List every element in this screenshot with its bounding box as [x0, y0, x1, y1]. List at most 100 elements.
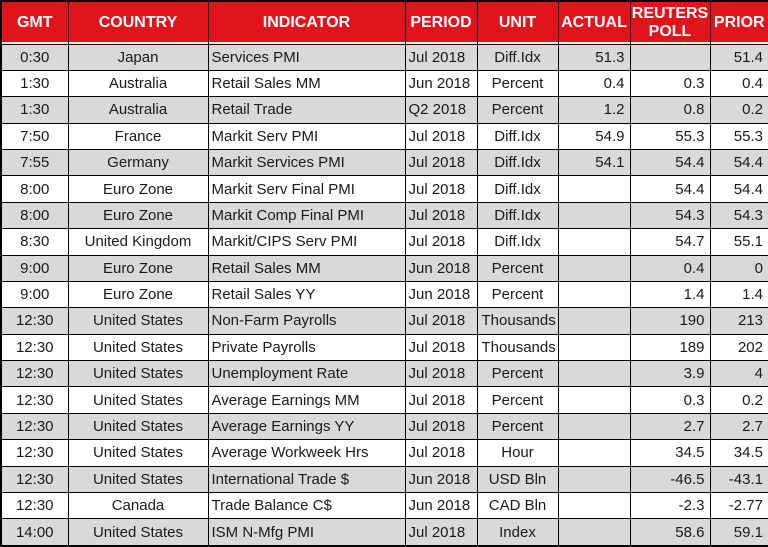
- cell-unit: Percent: [476, 96, 559, 124]
- table-row: 9:00 Euro Zone Retail Sales YY Jun 2018 Perc…: [0, 280, 768, 309]
- cell-gmt: 12:30: [0, 359, 69, 388]
- cell-indicator: Non-Farm Payrolls: [207, 307, 406, 335]
- table-row: 12:30 United States Average Workweek Hrs Ju…: [0, 439, 768, 467]
- cell-prior: 4: [709, 359, 768, 388]
- cell-actual: [557, 280, 631, 309]
- cell-unit: Diff.Idx: [476, 228, 559, 256]
- cell-gmt: 12:30: [0, 439, 69, 467]
- table-row: 9:00 Euro Zone Retail Sales MM Jun 2018 Perc…: [0, 254, 768, 282]
- column-header-gmt: GMT: [0, 0, 69, 45]
- cell-unit: USD Bln: [476, 465, 559, 493]
- cell-period: Jul 2018: [404, 122, 478, 151]
- cell-period: Jul 2018: [404, 333, 478, 362]
- cell-actual: [557, 491, 631, 520]
- cell-reuters-poll: 0.4: [629, 254, 711, 282]
- cell-unit: CAD Bln: [476, 491, 559, 520]
- cell-unit: Index: [476, 518, 559, 547]
- cell-country: Canada: [67, 491, 209, 520]
- cell-prior: -2.77: [709, 491, 768, 520]
- cell-gmt: 12:30: [0, 386, 69, 414]
- table-row: 12:30 United States Average Earnings MM Jul…: [0, 386, 768, 414]
- cell-actual: [557, 333, 631, 362]
- cell-country: United States: [67, 386, 209, 414]
- cell-country: Euro Zone: [67, 254, 209, 282]
- cell-indicator: Retail Sales YY: [207, 280, 406, 309]
- cell-gmt: 12:30: [0, 491, 69, 520]
- cell-country: Japan: [67, 43, 209, 71]
- cell-period: Jun 2018: [404, 491, 478, 520]
- cell-gmt: 1:30: [0, 96, 69, 124]
- cell-gmt: 9:00: [0, 254, 69, 282]
- cell-gmt: 1:30: [0, 69, 69, 98]
- cell-reuters-poll: 189: [629, 333, 711, 362]
- cell-country: Germany: [67, 148, 209, 177]
- cell-unit: Percent: [476, 280, 559, 309]
- cell-indicator: Markit/CIPS Serv PMI: [207, 228, 406, 256]
- cell-actual: 1.2: [557, 96, 631, 124]
- table-header: GMT COUNTRY INDICATOR PERIOD UNIT ACTUAL REUTE…: [0, 0, 768, 45]
- cell-prior: 0.2: [709, 386, 768, 414]
- cell-period: Jul 2018: [404, 148, 478, 177]
- cell-prior: 59.1: [709, 518, 768, 547]
- cell-indicator: Services PMI: [207, 43, 406, 71]
- cell-prior: 0: [709, 254, 768, 282]
- column-header-reuters-poll: REUTERS POLL: [629, 0, 711, 45]
- cell-indicator: Average Workweek Hrs: [207, 439, 406, 467]
- cell-indicator: Average Earnings YY: [207, 412, 406, 441]
- cell-indicator: Trade Balance C$: [207, 491, 406, 520]
- cell-gmt: 12:30: [0, 333, 69, 362]
- cell-country: United States: [67, 518, 209, 547]
- table-row: 8:30 United Kingdom Markit/CIPS Serv PMI Ju…: [0, 228, 768, 256]
- table-row: 12:30 United States Unemployment Rate Jul 2…: [0, 359, 768, 388]
- cell-period: Jul 2018: [404, 201, 478, 230]
- cell-period: Jul 2018: [404, 307, 478, 335]
- cell-period: Jun 2018: [404, 465, 478, 493]
- cell-period: Jul 2018: [404, 412, 478, 441]
- cell-reuters-poll: 54.3: [629, 201, 711, 230]
- table-body: 0:30 Japan Services PMI Jul 2018 Diff.Idx 51.…: [0, 43, 768, 547]
- cell-actual: [557, 386, 631, 414]
- cell-reuters-poll: -2.3: [629, 491, 711, 520]
- table-row: 0:30 Japan Services PMI Jul 2018 Diff.Idx 51.…: [0, 43, 768, 71]
- cell-period: Jul 2018: [404, 359, 478, 388]
- cell-gmt: 0:30: [0, 43, 69, 71]
- column-header-indicator: INDICATOR: [207, 0, 406, 45]
- table-row: 12:30 United States International Trade $ J…: [0, 465, 768, 493]
- cell-actual: [557, 518, 631, 547]
- table-row: 14:00 United States ISM N-Mfg PMI Jul 2018 I…: [0, 518, 768, 547]
- table-row: 1:30 Australia Retail Sales MM Jun 2018 Perc…: [0, 69, 768, 98]
- cell-gmt: 12:30: [0, 307, 69, 335]
- column-header-unit: UNIT: [476, 0, 559, 45]
- cell-unit: Percent: [476, 69, 559, 98]
- cell-actual: [557, 439, 631, 467]
- cell-gmt: 7:55: [0, 148, 69, 177]
- cell-period: Jul 2018: [404, 175, 478, 203]
- cell-gmt: 14:00: [0, 518, 69, 547]
- cell-gmt: 9:00: [0, 280, 69, 309]
- cell-actual: [557, 412, 631, 441]
- cell-prior: 34.5: [709, 439, 768, 467]
- cell-indicator: Average Earnings MM: [207, 386, 406, 414]
- cell-country: Euro Zone: [67, 280, 209, 309]
- cell-prior: 54.4: [709, 175, 768, 203]
- cell-unit: Hour: [476, 439, 559, 467]
- cell-reuters-poll: 34.5: [629, 439, 711, 467]
- cell-actual: 51.3: [557, 43, 631, 71]
- cell-actual: [557, 359, 631, 388]
- cell-gmt: 12:30: [0, 412, 69, 441]
- table-row: 7:50 France Markit Serv PMI Jul 2018 Diff.Id…: [0, 122, 768, 151]
- column-header-period: PERIOD: [404, 0, 478, 45]
- cell-country: Euro Zone: [67, 175, 209, 203]
- cell-reuters-poll: 0.3: [629, 386, 711, 414]
- cell-country: United States: [67, 359, 209, 388]
- table-row: 8:00 Euro Zone Markit Serv Final PMI Jul 20…: [0, 175, 768, 203]
- cell-reuters-poll: 55.3: [629, 122, 711, 151]
- cell-indicator: Private Payrolls: [207, 333, 406, 362]
- cell-indicator: Retail Sales MM: [207, 69, 406, 98]
- cell-actual: 0.4: [557, 69, 631, 98]
- cell-unit: Diff.Idx: [476, 43, 559, 71]
- cell-actual: [557, 254, 631, 282]
- cell-prior: 213: [709, 307, 768, 335]
- cell-reuters-poll: 1.4: [629, 280, 711, 309]
